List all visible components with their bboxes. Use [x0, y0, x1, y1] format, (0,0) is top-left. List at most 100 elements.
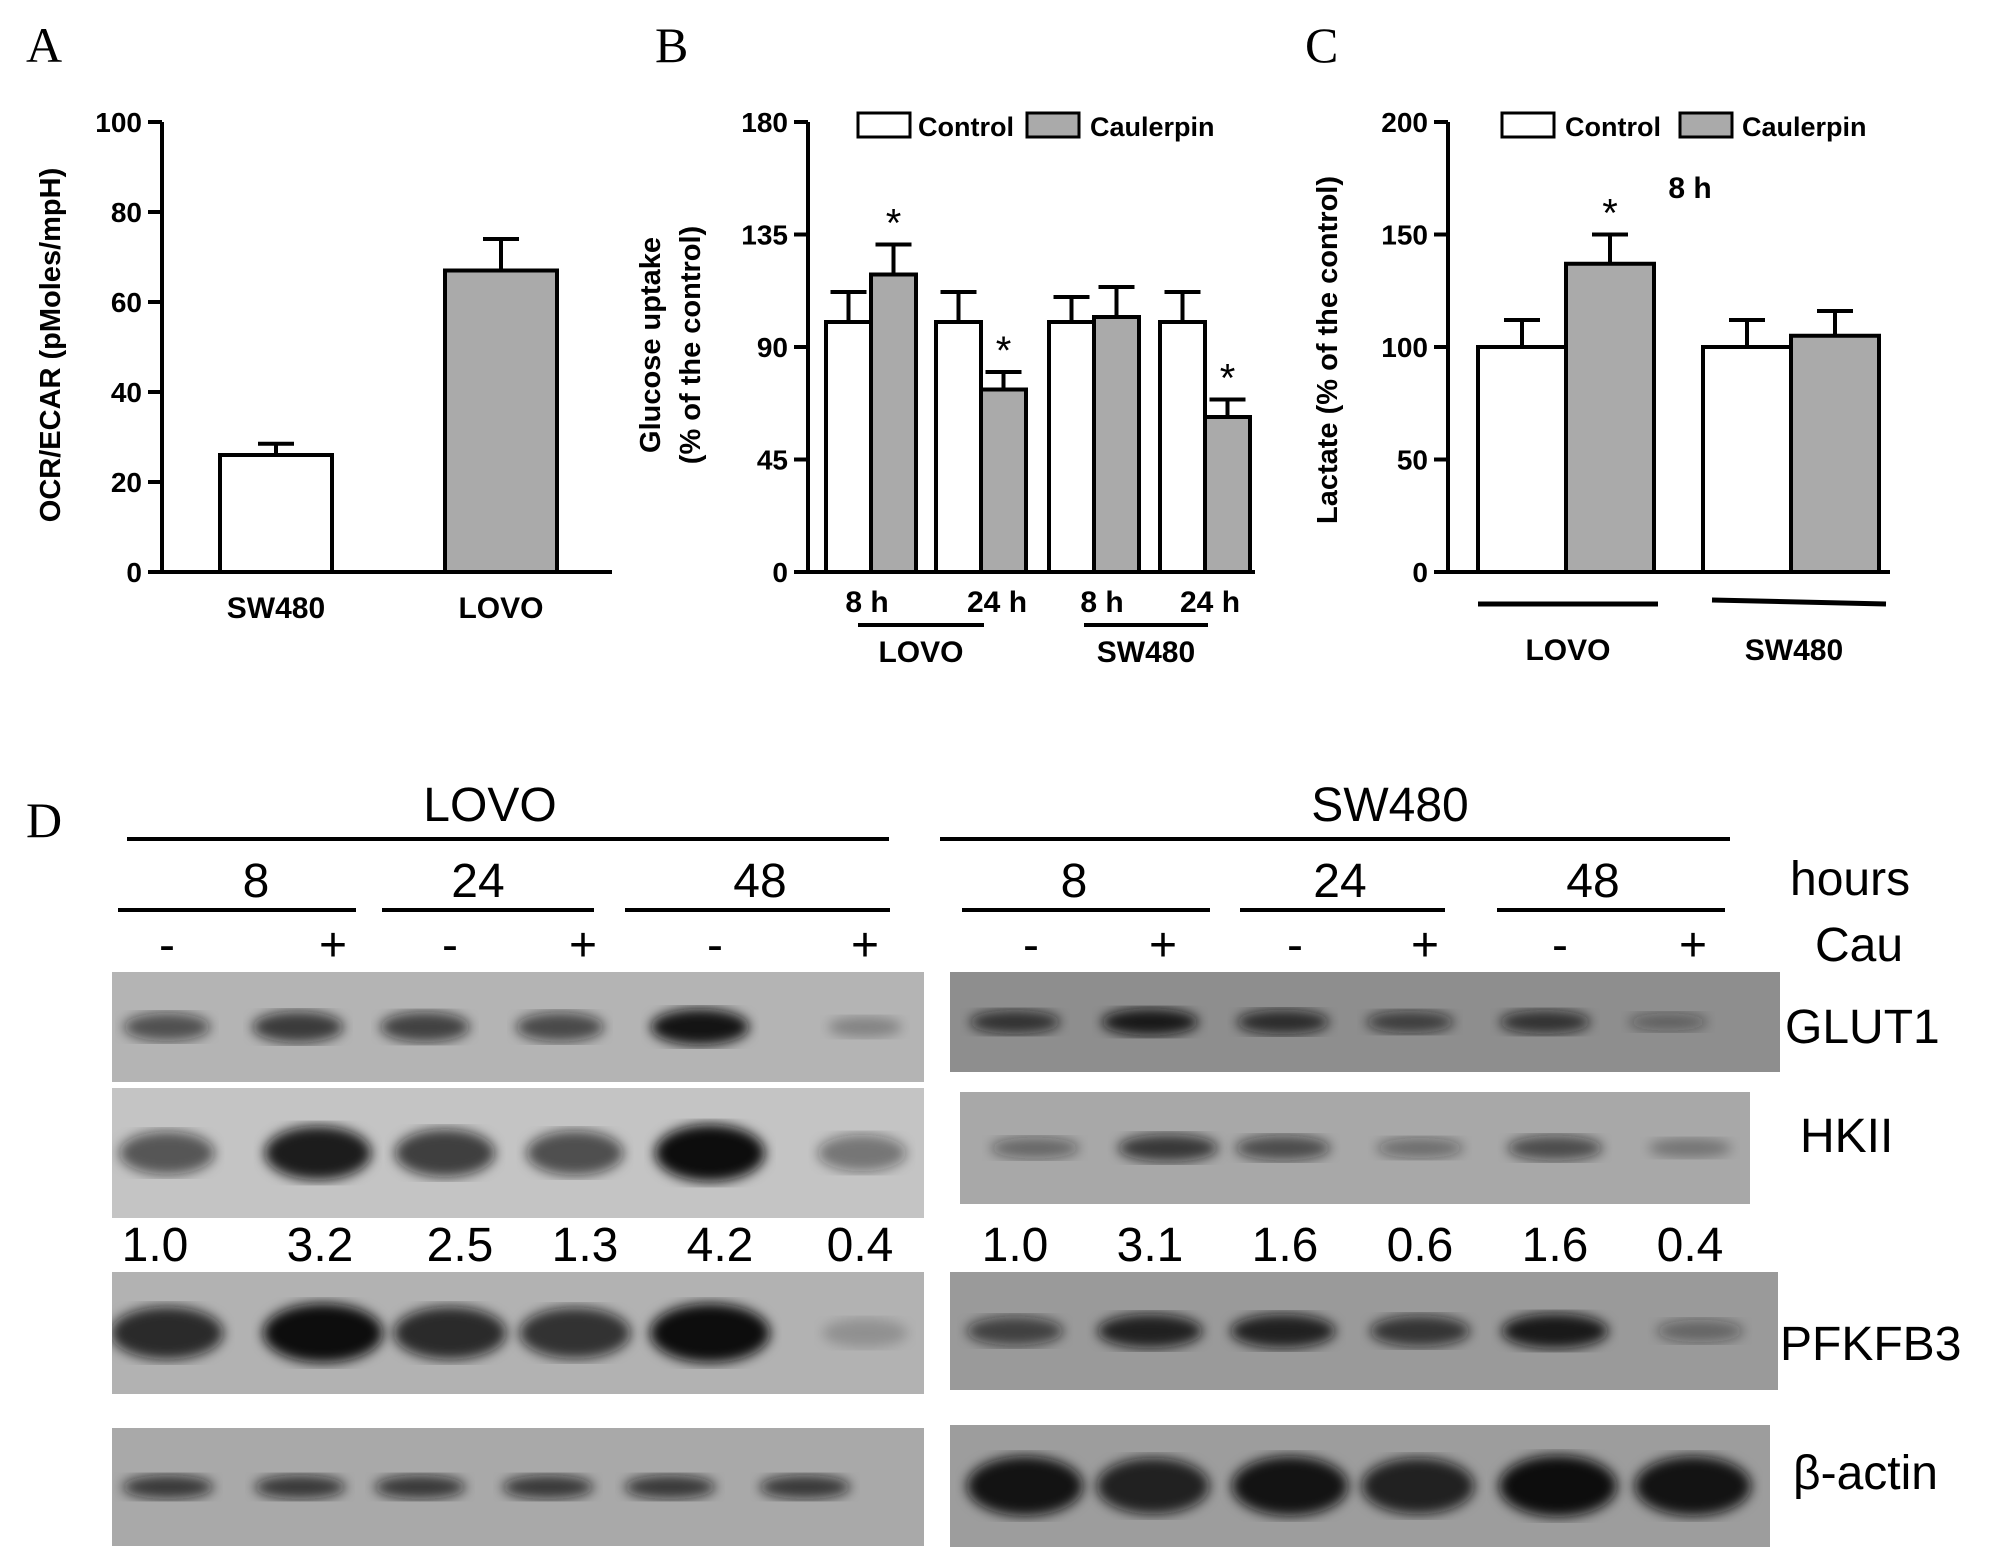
- chart-b-y-axis-label-line1: Glucose uptake: [635, 237, 667, 453]
- sw480-time-24: 24: [1313, 855, 1367, 908]
- chart-c-x-tick-label: LOVO: [1525, 634, 1610, 667]
- sw480-hkii-quantification-value: 0.4: [1656, 1219, 1724, 1272]
- hours-label: hours: [1790, 853, 1911, 906]
- panel-label-a: A: [26, 17, 63, 73]
- blot-band: [990, 1137, 1080, 1159]
- chart-c-y-tick-label: 0: [1412, 557, 1428, 588]
- blot-band: [394, 1129, 496, 1177]
- blot-rule-sw480: [940, 837, 1730, 841]
- blot-band: [1231, 1456, 1349, 1516]
- chart-b-y-tick-label: 45: [757, 445, 788, 476]
- blot-band: [759, 1475, 851, 1499]
- sw480-beta-actin-blot: [950, 1425, 1770, 1547]
- blot-band: [650, 1008, 750, 1046]
- blot-band: [1634, 1456, 1752, 1516]
- blot-band: [1096, 1457, 1210, 1515]
- blot-band: [252, 1011, 344, 1043]
- sw480-hkii-blot: [960, 1092, 1750, 1204]
- lovo-treatment-sign: +: [568, 919, 598, 972]
- blot-band: [112, 1306, 224, 1360]
- chart-c-bar-caulerpin-1: [1789, 333, 1881, 574]
- lovo-time-48: 48: [733, 855, 787, 908]
- blot-strip-image: [123, 1008, 903, 1046]
- blot-band: [1499, 1010, 1591, 1034]
- chart-c-bar-control-1: [1701, 345, 1793, 574]
- blot-band: [1369, 1315, 1471, 1347]
- sw480-treatment-sign: -: [1023, 919, 1039, 972]
- blot-band: [519, 1307, 631, 1359]
- blot-strip-image: [969, 1008, 1708, 1036]
- chart-c: 0 50 100 150 200 * LOVO SW480 8 h Lactate (% of t…: [1312, 107, 1890, 667]
- blot-band: [526, 1130, 624, 1176]
- sw480-treatment-sign: +: [1410, 919, 1440, 972]
- sw480-pfkfb3-blot: [950, 1272, 1778, 1390]
- chart-a-bar-sw480: [218, 453, 334, 574]
- sw480-glut1-blot: [950, 972, 1780, 1072]
- sw480-time-48: 48: [1566, 855, 1620, 908]
- treatment-label: Cau: [1815, 919, 1904, 972]
- blot-band: [827, 1016, 903, 1038]
- blot-band: [123, 1012, 211, 1042]
- chart-c-group-rule-sw480: [1711, 597, 1887, 607]
- chart-a-y-tick-label: 20: [111, 467, 142, 498]
- chart-b-group-label-sw480: SW480: [1097, 636, 1195, 669]
- chart-a-y-tick-label: 0: [126, 557, 142, 588]
- sw480-treatment-sign: +: [1678, 919, 1708, 972]
- blot-strip-image: [119, 1124, 907, 1182]
- lovo-time-24: 24: [451, 855, 505, 908]
- chart-b-significance-marker: *: [1220, 357, 1236, 401]
- blot-band: [516, 1012, 604, 1042]
- sw480-hkii-quantification-value: 1.6: [1251, 1219, 1319, 1272]
- blot-band: [966, 1316, 1064, 1346]
- chart-a-y-tick-label: 60: [111, 287, 142, 318]
- chart-b-group-label-lovo: LOVO: [878, 636, 963, 669]
- sw480-rule-24: [1240, 908, 1445, 912]
- blot-strip-image: [112, 1303, 908, 1363]
- blot-band: [1499, 1455, 1617, 1517]
- chart-b-y-tick-label: 0: [772, 557, 788, 588]
- chart-c-y-axis-label: Lactate (% of the control): [1312, 176, 1344, 524]
- lovo-time-8: 8: [242, 855, 270, 908]
- chart-b-y-axis-label-line2: (% of the control): [675, 226, 707, 464]
- chart-b-bar-caulerpin-2: [1092, 315, 1141, 574]
- blot-cell-line-lovo: LOVO: [423, 779, 557, 832]
- blot-rule-lovo: [127, 837, 889, 841]
- blot-band: [502, 1475, 594, 1499]
- chart-b-legend-swatch-control: [856, 111, 912, 139]
- blot-band: [655, 1124, 765, 1182]
- lovo-hkii-quantification-value: 0.4: [826, 1219, 894, 1272]
- lovo-treatment-sign: -: [707, 919, 723, 972]
- chart-a-x-tick-label: LOVO: [458, 592, 543, 625]
- lovo-treatment-sign: -: [442, 919, 458, 972]
- chart-b-significance-marker: *: [886, 202, 902, 246]
- chart-c-significance-marker: *: [1602, 192, 1618, 236]
- chart-c-y-tick-label: 150: [1381, 220, 1428, 251]
- chart-a-y-tick-label: 80: [111, 197, 142, 228]
- blot-band: [1507, 1135, 1603, 1161]
- blot-band: [1501, 1313, 1609, 1349]
- sw480-treatment-sign: +: [1148, 919, 1178, 972]
- blot-band: [1101, 1008, 1199, 1036]
- chart-b-x-tick-label: 24 h: [1180, 586, 1240, 619]
- chart-b-y-tick-label: 135: [741, 220, 788, 251]
- blot-band: [1236, 1009, 1330, 1035]
- lovo-rule-8: [118, 908, 356, 912]
- blot-band: [822, 1318, 908, 1348]
- chart-b-x-tick-label: 24 h: [967, 586, 1027, 619]
- lovo-treatment-sign: +: [318, 919, 348, 972]
- blot-band: [650, 1303, 770, 1363]
- chart-c-y-tick-label: 200: [1381, 107, 1428, 138]
- chart-c-annotation: 8 h: [1668, 172, 1711, 205]
- blot-band: [1361, 1457, 1475, 1515]
- sw480-rule-8: [962, 908, 1210, 912]
- blot-band: [1230, 1313, 1336, 1349]
- blot-band: [380, 1011, 470, 1043]
- chart-a-y-axis-label: OCR/ECAR (pMoles/mpH): [35, 168, 67, 522]
- protein-label-pfkfb3: PFKFB3: [1780, 1318, 1962, 1371]
- sw480-rule-48: [1497, 908, 1725, 912]
- chart-b-bar-caulerpin-0: [869, 272, 918, 574]
- blot-band: [1097, 1313, 1203, 1349]
- blot-band: [254, 1475, 346, 1499]
- protein-label-glut1: GLUT1: [1785, 1001, 1940, 1054]
- blot-band: [817, 1134, 907, 1172]
